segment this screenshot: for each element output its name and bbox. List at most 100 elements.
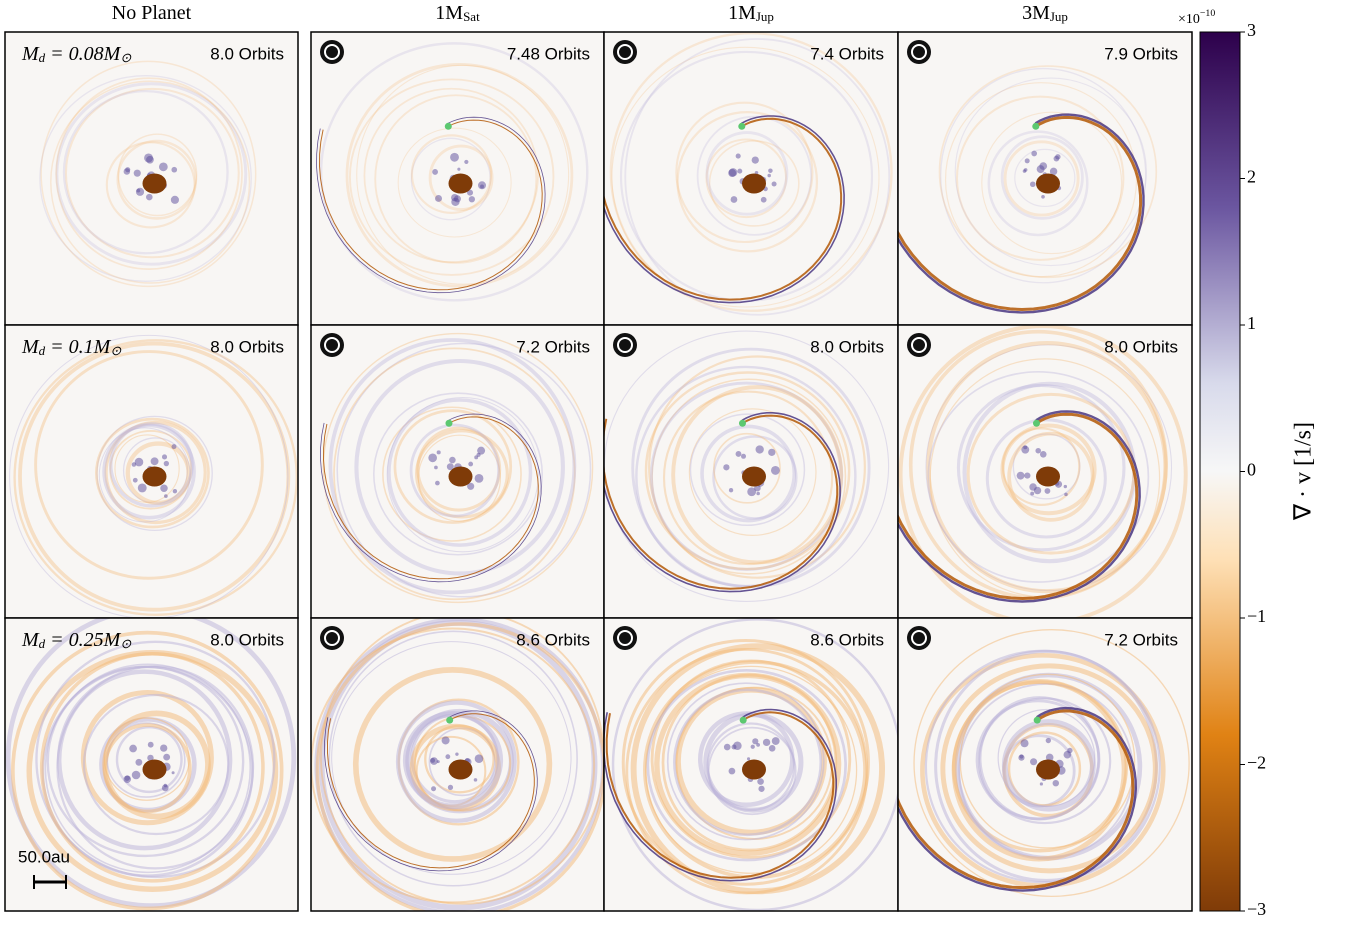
wave (44, 663, 251, 874)
wave (924, 649, 1161, 884)
spiral-outer (604, 708, 838, 882)
speck (171, 166, 178, 173)
speck (733, 741, 742, 751)
wave (1002, 734, 1076, 808)
wave (96, 415, 213, 532)
speck (756, 491, 760, 496)
superscript: −10 (1200, 8, 1215, 19)
spiral-inner (322, 416, 539, 580)
wave (959, 673, 1136, 849)
speck (771, 737, 780, 745)
orbit-label: 8.6 Orbits (810, 630, 884, 649)
panel: 7.4 Orbits (603, 31, 899, 326)
speck (1023, 168, 1028, 172)
speck (1024, 158, 1030, 164)
wave (938, 65, 1158, 279)
speck (728, 168, 738, 177)
wave (416, 426, 502, 512)
text-part: M (21, 336, 40, 358)
wave (649, 381, 844, 571)
planet (738, 419, 746, 427)
wave (352, 667, 553, 862)
speck (723, 464, 730, 471)
panel-image (311, 618, 604, 911)
icon (320, 333, 344, 357)
speck (768, 168, 773, 173)
speck (1030, 758, 1038, 766)
panel-image (5, 32, 298, 325)
wave (9, 334, 289, 618)
wave (428, 144, 494, 211)
speck (735, 153, 741, 159)
wave (99, 717, 197, 813)
wave (698, 711, 795, 808)
speck (755, 445, 764, 454)
speck (455, 752, 459, 756)
speck (161, 784, 169, 792)
speck (1024, 472, 1031, 479)
wave (977, 697, 1112, 825)
wave (409, 723, 501, 812)
panel: 7.2 Orbits (310, 324, 605, 619)
subscript: d (39, 343, 46, 358)
column-title: 1MSat​ (435, 2, 480, 24)
speck (728, 767, 736, 775)
wave (34, 350, 264, 580)
wave (410, 137, 491, 221)
speck (474, 473, 484, 483)
speck (1064, 492, 1068, 497)
speck (768, 448, 776, 456)
panel: 8.6 Orbits (310, 617, 605, 912)
speck (1049, 167, 1058, 176)
wave (315, 622, 604, 911)
speck (135, 758, 143, 766)
speck (146, 193, 153, 201)
panel: 8.0 Orbits (4, 617, 299, 912)
spiral-outer (898, 113, 1145, 314)
wave (103, 717, 190, 801)
speck (132, 477, 138, 483)
panel-image (604, 325, 898, 618)
speck (1020, 739, 1029, 748)
wave (940, 67, 1147, 284)
subscript: ⊙ (120, 50, 131, 65)
wave (1002, 722, 1094, 818)
spiral-outer (898, 706, 1138, 892)
speck (467, 189, 474, 196)
spiral-inner (898, 115, 1143, 312)
wave (336, 342, 592, 598)
wave (611, 618, 898, 911)
subscript: Jup (1050, 9, 1068, 24)
wave (712, 435, 798, 520)
wave (705, 138, 788, 219)
wave (82, 693, 230, 836)
wave (1012, 433, 1081, 500)
text-part: = 0.08M (45, 43, 121, 65)
center-blob (142, 466, 167, 487)
icon (320, 40, 344, 64)
wave (40, 60, 257, 288)
row-label: Md​ = 0.08M⊙​ (21, 43, 131, 65)
speck (160, 744, 168, 752)
panel-image (898, 618, 1192, 911)
wave (643, 660, 867, 880)
icon-ring (617, 337, 633, 353)
speck (158, 162, 168, 172)
colorbar-tick-label: −1 (1247, 606, 1266, 626)
speck (1063, 750, 1072, 759)
center-blob (1036, 759, 1060, 780)
wave (644, 371, 851, 571)
center-blob (448, 173, 473, 194)
wave (397, 698, 520, 826)
center-blob (448, 466, 473, 487)
planet (739, 716, 747, 724)
speck (762, 738, 771, 747)
scale-bar-label: 50.0au (18, 847, 70, 866)
spiral-outer (898, 410, 1141, 603)
speck (431, 786, 437, 792)
speck (163, 783, 168, 788)
planet (446, 716, 454, 724)
wave (55, 77, 243, 270)
orbit-label: 7.2 Orbits (516, 337, 590, 356)
speck (1041, 194, 1045, 199)
